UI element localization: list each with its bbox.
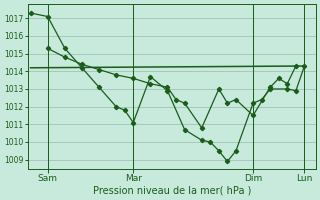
X-axis label: Pression niveau de la mer( hPa ): Pression niveau de la mer( hPa ) xyxy=(92,186,251,196)
